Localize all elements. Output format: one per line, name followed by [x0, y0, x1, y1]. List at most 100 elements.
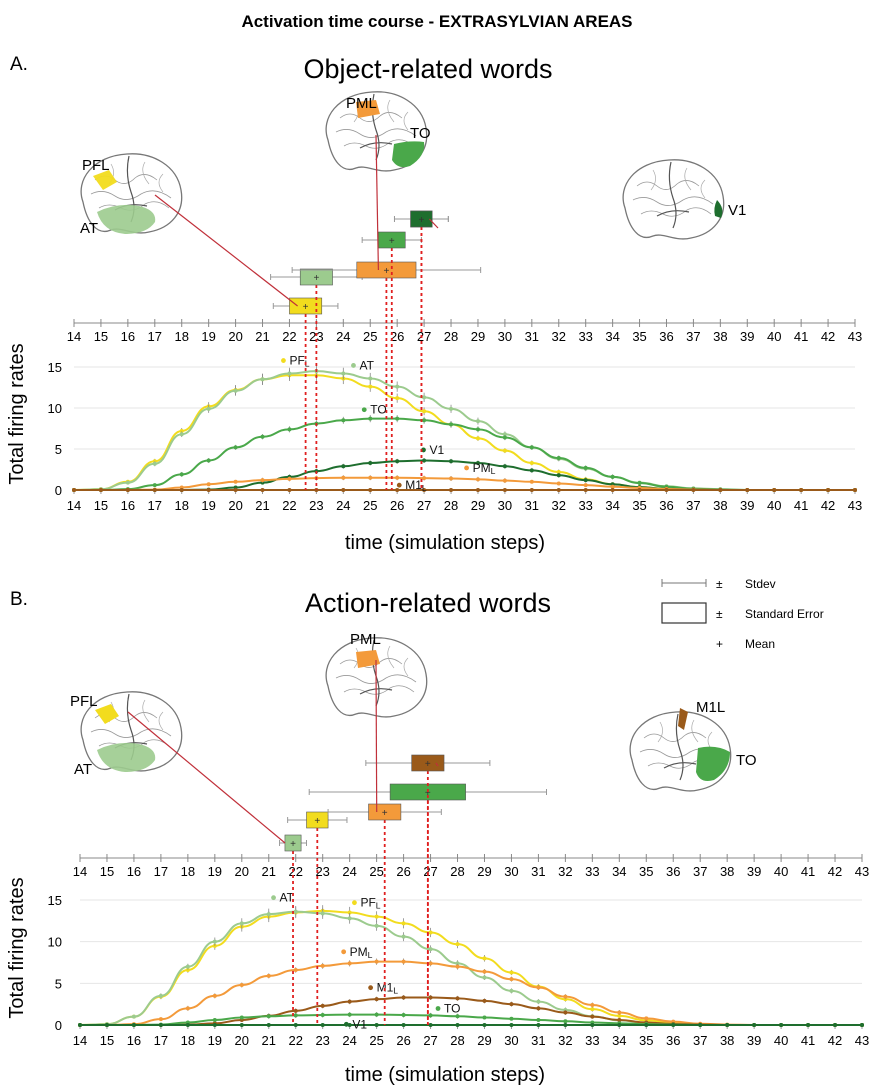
brain-label-pm-a: PML	[346, 95, 377, 112]
x-tick-label: 27	[423, 1033, 437, 1048]
peak-axis-tick-label: 33	[585, 864, 599, 879]
x-tick-label: 43	[855, 1033, 869, 1048]
data-point	[482, 998, 487, 1003]
data-point	[401, 959, 406, 964]
data-point	[475, 488, 480, 492]
peak-axis-tick-label: 17	[148, 329, 162, 344]
series-label-marker	[361, 407, 367, 413]
data-point	[320, 911, 325, 916]
legend-se-pm: ±	[716, 607, 723, 621]
data-point	[395, 475, 400, 480]
peak-axis-tick-label: 36	[666, 864, 680, 879]
x-tick-label: 35	[632, 498, 646, 513]
data-point	[152, 483, 157, 488]
data-point	[422, 395, 427, 400]
data-point	[610, 488, 615, 492]
data-point	[374, 997, 379, 1002]
legend-stdev-symbol	[661, 579, 707, 587]
brain-m1-to-b	[629, 708, 732, 792]
x-tick-label: 38	[720, 1033, 734, 1048]
data-point	[772, 488, 777, 492]
data-point	[482, 1023, 487, 1027]
peak-mean-marker: +	[383, 266, 389, 277]
data-point	[131, 1014, 136, 1019]
data-point	[233, 388, 238, 393]
panel-a-letter: A.	[10, 54, 28, 75]
data-point	[374, 1012, 379, 1017]
peak-axis-tick-label: 35	[632, 329, 646, 344]
data-point	[233, 479, 238, 484]
x-tick-label: 36	[659, 498, 673, 513]
data-point	[341, 475, 346, 480]
data-point	[509, 977, 514, 982]
data-point	[583, 488, 588, 492]
data-point	[347, 910, 352, 915]
peak-mean-marker: +	[314, 816, 320, 827]
data-point	[725, 1023, 730, 1027]
x-tick-label: 24	[342, 1033, 356, 1048]
data-point	[212, 1018, 217, 1022]
data-point	[428, 1013, 433, 1018]
data-point	[556, 456, 561, 461]
data-point	[395, 384, 400, 389]
x-tick-label: 25	[369, 1033, 383, 1048]
data-point	[583, 465, 588, 470]
x-tick-label: 30	[504, 1033, 518, 1048]
data-point	[125, 480, 130, 485]
x-tick-label: 19	[208, 1033, 222, 1048]
data-point	[536, 1006, 541, 1011]
x-tick-label: 14	[67, 498, 81, 513]
series-label-marker	[281, 358, 286, 363]
x-tick-label: 16	[121, 498, 135, 513]
data-point	[482, 1015, 487, 1020]
y-tick-label: 15	[48, 893, 62, 908]
peak-axis-tick-label: 38	[720, 864, 734, 879]
x-tick-label: 36	[666, 1033, 680, 1048]
data-point	[718, 488, 723, 492]
x-tick-label: 26	[396, 1033, 410, 1048]
panel-a-xlabel: time (simulation steps)	[345, 532, 545, 554]
data-point	[428, 961, 433, 966]
data-point	[395, 416, 400, 421]
peak-axis-tick-label: 25	[369, 864, 383, 879]
x-tick-label: 22	[288, 1033, 302, 1048]
peak-se-box-AT	[299, 268, 333, 286]
brain-pm-to-a	[325, 91, 428, 172]
data-point	[502, 432, 507, 437]
x-tick-label: 20	[228, 498, 242, 513]
data-point	[860, 1023, 864, 1027]
series-label-marker	[464, 465, 469, 471]
data-point	[293, 968, 298, 972]
legend-stdev-label: Stdev	[745, 577, 776, 591]
data-point	[395, 459, 400, 464]
peak-axis-tick-label: 32	[558, 864, 572, 879]
data-point	[502, 435, 507, 440]
data-point	[266, 1023, 271, 1027]
peak-axis-tick-label: 43	[848, 329, 862, 344]
data-point	[502, 464, 507, 469]
peak-axis-tick-label: 14	[73, 864, 87, 879]
peak-mean-marker: +	[303, 302, 309, 313]
data-point	[422, 409, 427, 414]
panel-b-ylabel: Total firing rates	[6, 877, 28, 1018]
peak-axis-tick-label: 30	[504, 864, 518, 879]
data-point	[341, 371, 346, 376]
data-point	[206, 482, 211, 487]
series-label-M1L: M1L	[405, 478, 427, 493]
series-label-PFL: PFL	[289, 354, 309, 369]
data-point	[287, 427, 292, 432]
data-point	[422, 458, 427, 463]
peak-axis-tick-label: 27	[417, 329, 431, 344]
peak-axis-tick-label: 21	[255, 329, 269, 344]
data-point	[617, 1018, 622, 1022]
data-point	[266, 912, 271, 917]
panel-a-ylabel: Total firing rates	[6, 343, 28, 484]
series-label-TO: TO	[444, 1002, 460, 1016]
x-tick-label: 37	[686, 498, 700, 513]
data-point	[529, 445, 534, 450]
data-point	[536, 985, 541, 990]
panel-b-letter: B.	[10, 589, 28, 610]
series-label-V1: V1	[352, 1017, 367, 1031]
peak-axis-tick-label: 31	[525, 329, 539, 344]
peak-axis-tick-label: 23	[315, 864, 329, 879]
